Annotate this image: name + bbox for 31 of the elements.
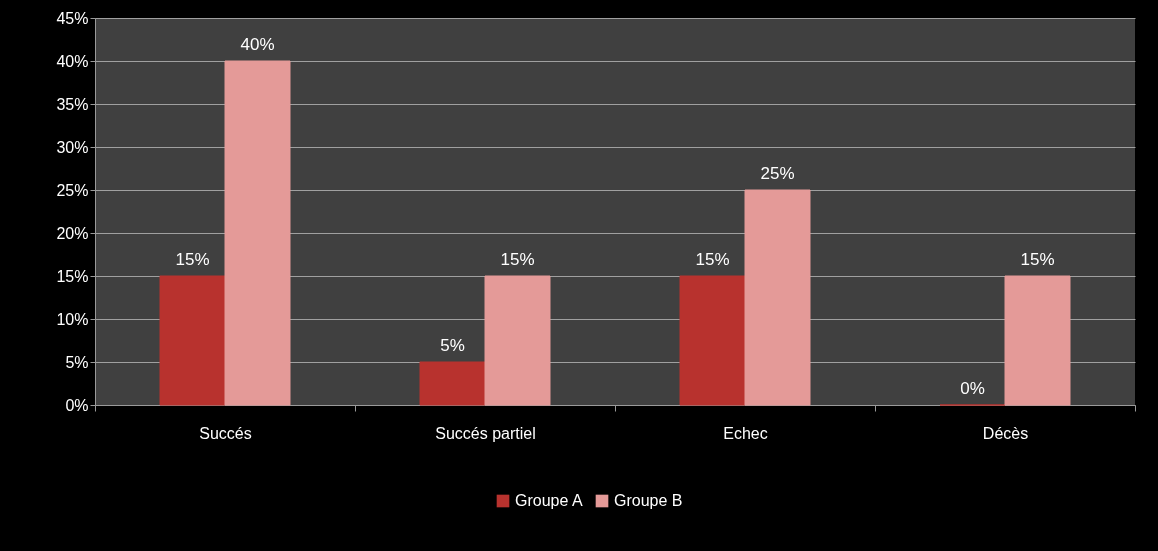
y-tick-label: 25% bbox=[56, 181, 89, 199]
bar bbox=[419, 361, 486, 406]
y-tick-label: 5% bbox=[65, 353, 89, 371]
bar bbox=[679, 275, 746, 406]
x-tick-label: Succés partiel bbox=[435, 424, 536, 442]
data-label: 15% bbox=[500, 250, 535, 269]
bar bbox=[484, 275, 551, 406]
data-label: 25% bbox=[760, 164, 795, 183]
data-label: 40% bbox=[240, 35, 275, 54]
y-tick-label: 45% bbox=[56, 9, 89, 27]
y-tick-label: 30% bbox=[56, 138, 89, 156]
y-tick-label: 20% bbox=[56, 224, 89, 242]
data-label: 15% bbox=[175, 250, 210, 269]
bar bbox=[224, 60, 291, 406]
bar bbox=[1004, 275, 1071, 406]
legend-label: Groupe A bbox=[515, 492, 583, 509]
y-tick-label: 15% bbox=[56, 267, 89, 285]
y-tick-label: 0% bbox=[65, 396, 89, 414]
y-tick-label: 35% bbox=[56, 95, 89, 113]
y-tick-label: 10% bbox=[56, 310, 89, 328]
bar bbox=[159, 275, 226, 406]
x-tick-label: Echec bbox=[723, 424, 768, 442]
x-tick-label: Succés bbox=[199, 424, 252, 442]
data-label: 15% bbox=[1020, 250, 1055, 269]
bar bbox=[744, 189, 811, 406]
y-tick-label: 40% bbox=[56, 52, 89, 70]
data-label: 5% bbox=[440, 336, 465, 355]
x-tick-label: Décès bbox=[982, 424, 1029, 442]
data-label: 15% bbox=[695, 250, 730, 269]
legend-label: Groupe B bbox=[614, 492, 683, 509]
data-label: 0% bbox=[960, 379, 985, 398]
